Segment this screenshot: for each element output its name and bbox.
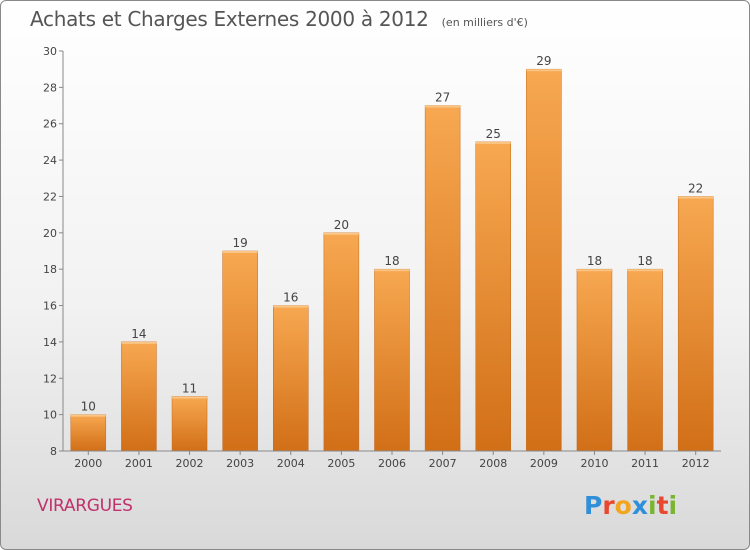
x-tick-label: 2003 [226, 457, 254, 470]
bar-highlight [475, 141, 511, 144]
bar-value-label: 14 [131, 327, 146, 341]
y-tick-label: 22 [43, 190, 57, 203]
chart-title: Achats et Charges Externes 2000 à 2012 [30, 7, 429, 31]
x-tick-label: 2002 [176, 457, 204, 470]
y-tick-label: 18 [43, 263, 57, 276]
x-tick-label: 2006 [378, 457, 406, 470]
commune-name: VIRARGUES [37, 496, 133, 516]
logo-letter: x [631, 491, 648, 520]
logo-letter: r [602, 491, 615, 520]
bar [627, 268, 663, 452]
bar-highlight [374, 269, 410, 272]
bar-value-label: 22 [688, 181, 703, 195]
y-tick-label: 30 [43, 45, 57, 58]
y-tick-label: 14 [43, 336, 57, 349]
bar-highlight [273, 305, 309, 308]
bar-value-label: 16 [283, 291, 298, 305]
bar-highlight [222, 251, 258, 253]
x-tick-label: 2008 [479, 457, 507, 470]
proxiti-logo: Proxiti [584, 491, 677, 520]
bar-highlight [425, 105, 461, 108]
bar-value-label: 27 [435, 91, 450, 105]
x-tick-label: 2004 [277, 457, 305, 470]
y-tick-label: 20 [43, 227, 57, 240]
bar [323, 232, 360, 452]
x-tick-label: 2010 [580, 457, 608, 470]
bar [273, 305, 309, 452]
bar-value-label: 18 [384, 254, 399, 268]
x-tick-label: 2011 [631, 457, 659, 470]
y-tick-label: 10 [43, 409, 57, 422]
bar-value-label: 29 [536, 54, 551, 68]
bar [475, 141, 511, 452]
logo-letter: P [584, 491, 603, 520]
bar [70, 414, 107, 452]
logo-letter: i [648, 491, 657, 520]
bar-value-label: 19 [233, 236, 248, 250]
x-tick-label: 2001 [125, 457, 153, 470]
bar-highlight [172, 396, 208, 399]
y-tick-label: 28 [43, 81, 57, 94]
bar [526, 68, 562, 452]
bar [171, 396, 208, 452]
bar-value-label: 18 [587, 254, 602, 268]
bar-value-label: 18 [637, 254, 652, 268]
bar [121, 341, 157, 452]
title-row: Achats et Charges Externes 2000 à 2012 (… [30, 7, 528, 31]
x-tick-label: 2005 [327, 457, 355, 470]
x-tick-label: 2007 [429, 457, 457, 470]
x-tick-label: 2009 [530, 457, 558, 470]
bar-highlight [526, 69, 562, 72]
y-tick-label: 8 [50, 445, 57, 458]
bar-value-label: 10 [81, 400, 96, 414]
y-tick-label: 16 [43, 300, 57, 313]
bar-value-label: 25 [486, 127, 501, 141]
bar [576, 268, 613, 452]
y-tick-label: 12 [43, 372, 57, 385]
bar [374, 268, 410, 452]
x-tick-label: 2000 [74, 457, 102, 470]
bar-highlight [323, 232, 359, 235]
x-tick-label: 2012 [682, 457, 710, 470]
bar [677, 196, 714, 452]
bar-highlight [576, 269, 612, 272]
bar-highlight [627, 269, 663, 272]
logo-letter: i [668, 491, 678, 520]
y-tick-label: 24 [43, 154, 57, 167]
bar-highlight [121, 341, 157, 344]
chart-subtitle: (en milliers d'€) [441, 16, 528, 29]
bar-highlight [70, 414, 106, 417]
logo-letter: t [656, 491, 669, 520]
bar [424, 105, 461, 452]
bar-highlight [678, 196, 714, 199]
y-tick-label: 26 [43, 118, 57, 131]
axis-layer: 8 10 12 14 16 18 20 22 24 26 28 30 10 2000 14 2001 11 200… [43, 45, 721, 470]
bar-value-label: 11 [182, 381, 197, 395]
bar-value-label: 20 [334, 218, 349, 232]
logo-letter: o [614, 491, 632, 520]
bar [222, 250, 258, 452]
